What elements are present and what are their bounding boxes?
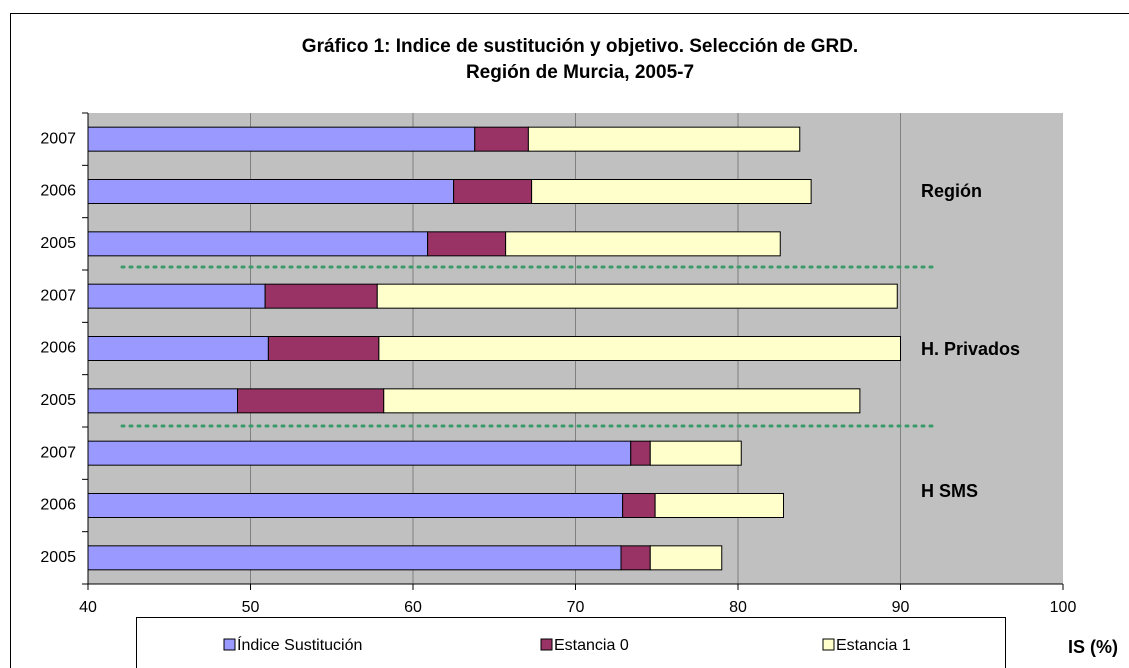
bar-segment — [505, 231, 781, 257]
bar-segment — [649, 440, 742, 466]
x-tick-label: 80 — [729, 599, 747, 616]
legend-label: Estancia 1 — [836, 637, 911, 654]
bar-segment — [427, 231, 507, 257]
bar-segment — [87, 440, 632, 466]
chart-subtitle: Región de Murcia, 2005-7 — [466, 62, 694, 83]
group-label: Región — [921, 181, 982, 201]
bar-segment — [87, 126, 476, 152]
y-tick-label: 2005 — [40, 392, 76, 409]
y-tick-label: 2005 — [40, 549, 76, 566]
y-tick-label: 2007 — [40, 130, 76, 147]
group-label: H. Privados — [921, 339, 1020, 359]
y-tick-label: 2007 — [40, 287, 76, 304]
bar-segment — [630, 440, 651, 466]
bar-segment — [383, 388, 861, 414]
legend-swatch — [223, 638, 236, 651]
y-tick-label: 2007 — [40, 444, 76, 461]
bar-segment — [622, 493, 656, 518]
bar-segment — [87, 283, 266, 309]
bar-segment — [654, 493, 784, 518]
bar-segment — [264, 283, 378, 309]
bar-segment — [87, 493, 624, 518]
group-label: H SMS — [921, 481, 978, 501]
bar-segment — [87, 545, 622, 571]
legend — [136, 617, 1006, 668]
bar-segment — [267, 336, 380, 361]
bar-segment — [237, 388, 385, 414]
x-tick-label: 70 — [567, 599, 585, 616]
y-tick-label: 2006 — [40, 183, 76, 200]
legend-label: Estancia 0 — [554, 637, 629, 654]
bar-segment — [87, 336, 269, 361]
bar-segment — [87, 231, 429, 257]
bar-segment — [376, 283, 898, 309]
bar-segment — [87, 388, 238, 414]
x-tick-label: 90 — [892, 599, 910, 616]
y-tick-label: 2006 — [40, 497, 76, 514]
legend-swatch — [822, 638, 835, 651]
legend-label: Índice Sustitución — [237, 635, 362, 654]
x-tick-label: 60 — [404, 599, 422, 616]
bar-segment — [527, 126, 801, 152]
bar-segment — [378, 336, 901, 361]
bar-segment — [649, 545, 723, 571]
bar-segment — [620, 545, 651, 571]
x-tick-label: 100 — [1050, 599, 1077, 616]
x-axis-label: IS (%) — [1068, 637, 1118, 657]
chart-title: Gráfico 1: Indice de sustitución y objet… — [302, 36, 858, 57]
y-tick-label: 2005 — [40, 235, 76, 252]
bar-segment — [531, 179, 812, 204]
x-tick-label: 50 — [242, 599, 260, 616]
bar-segment — [474, 126, 529, 152]
x-tick-label: 40 — [79, 599, 97, 616]
y-tick-label: 2006 — [40, 340, 76, 357]
legend-swatch — [540, 638, 553, 651]
bar-segment — [453, 179, 533, 204]
bar-segment — [87, 179, 455, 204]
